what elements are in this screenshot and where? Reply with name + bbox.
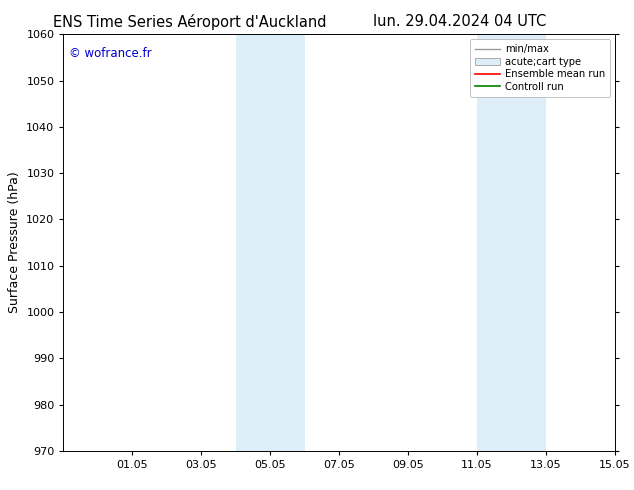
Text: lun. 29.04.2024 04 UTC: lun. 29.04.2024 04 UTC xyxy=(373,14,547,29)
Legend: min/max, acute;cart type, Ensemble mean run, Controll run: min/max, acute;cart type, Ensemble mean … xyxy=(470,39,610,97)
Bar xyxy=(477,34,546,451)
Text: © wofrance.fr: © wofrance.fr xyxy=(69,47,152,60)
Bar xyxy=(236,34,305,451)
Y-axis label: Surface Pressure (hPa): Surface Pressure (hPa) xyxy=(8,172,21,314)
Text: ENS Time Series Aéroport d'Auckland: ENS Time Series Aéroport d'Auckland xyxy=(53,14,327,30)
